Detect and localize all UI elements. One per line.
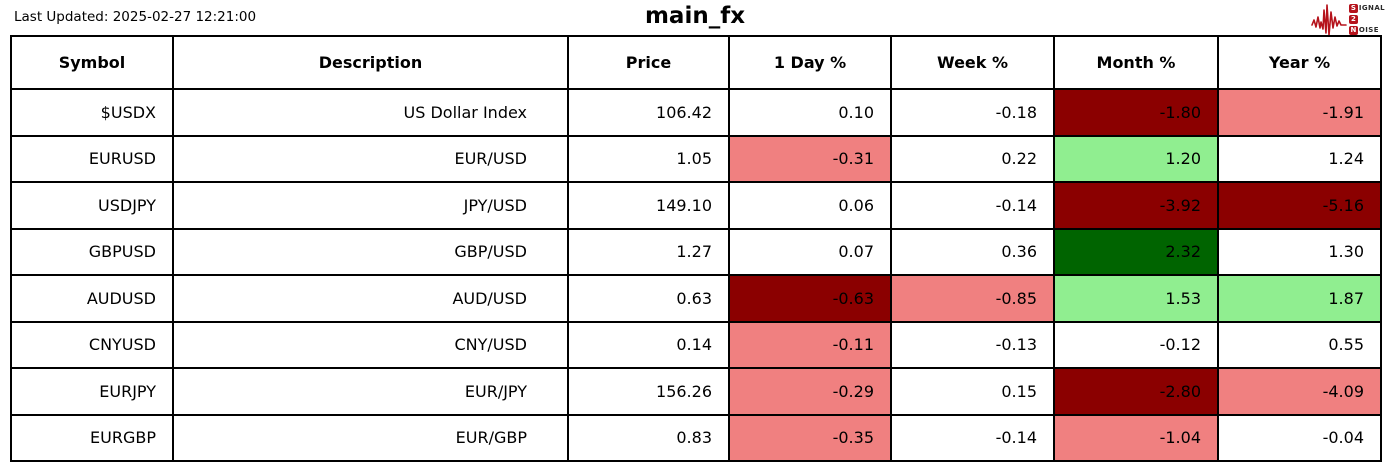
logo-badge-2: 2	[1348, 14, 1358, 24]
price-cell: 1.27	[567, 227, 730, 276]
change-cell: 2.32	[1053, 227, 1219, 276]
change-cell: -0.04	[1217, 413, 1382, 462]
change-cell: 0.15	[890, 367, 1055, 416]
logo-badge-s: S	[1348, 3, 1358, 13]
column-header-year: Year %	[1217, 35, 1382, 90]
last-updated-label: Last Updated: 2025-02-27 12:21:00	[14, 9, 257, 25]
description-cell: EUR/GBP	[172, 413, 569, 462]
price-cell: 106.42	[567, 88, 730, 137]
description-cell: EUR/JPY	[172, 367, 569, 416]
signal2noise-logo: S IGNAL 2 N OISE	[1311, 2, 1385, 36]
logo-line-2: 2	[1348, 14, 1385, 25]
table-row: CNYUSD CNY/USD 0.14 -0.11 -0.13 -0.12 0.55	[10, 320, 1382, 369]
change-cell: -5.16	[1217, 181, 1382, 230]
change-cell: -2.80	[1053, 367, 1219, 416]
symbol-cell: GBPUSD	[10, 227, 174, 276]
price-cell: 0.83	[567, 413, 730, 462]
symbol-cell: EURUSD	[10, 134, 174, 183]
column-header-symbol: Symbol	[10, 35, 174, 90]
change-cell: -0.35	[728, 413, 892, 462]
table-row: EURUSD EUR/USD 1.05 -0.31 0.22 1.20 1.24	[10, 134, 1382, 183]
change-cell: -0.12	[1053, 320, 1219, 369]
description-cell: CNY/USD	[172, 320, 569, 369]
column-header-week: Week %	[890, 35, 1055, 90]
table-row: AUDUSD AUD/USD 0.63 -0.63 -0.85 1.53 1.87	[10, 274, 1382, 323]
price-cell: 0.63	[567, 274, 730, 323]
description-cell: AUD/USD	[172, 274, 569, 323]
symbol-cell: EURGBP	[10, 413, 174, 462]
symbol-cell: $USDX	[10, 88, 174, 137]
change-cell: -1.80	[1053, 88, 1219, 137]
logo-line-noise: N OISE	[1348, 25, 1385, 36]
change-cell: -0.14	[890, 413, 1055, 462]
change-cell: -0.13	[890, 320, 1055, 369]
change-cell: -0.29	[728, 367, 892, 416]
change-cell: 0.06	[728, 181, 892, 230]
table-row: USDJPY JPY/USD 149.10 0.06 -0.14 -3.92 -5.16	[10, 181, 1382, 230]
change-cell: -3.92	[1053, 181, 1219, 230]
price-cell: 149.10	[567, 181, 730, 230]
change-cell: 0.22	[890, 134, 1055, 183]
logo-text: S IGNAL 2 N OISE	[1348, 3, 1385, 36]
fx-table: Symbol Description Price 1 Day % Week % Month…	[10, 35, 1382, 462]
change-cell: 0.07	[728, 227, 892, 276]
symbol-cell: CNYUSD	[10, 320, 174, 369]
change-cell: -4.09	[1217, 367, 1382, 416]
price-cell: 0.14	[567, 320, 730, 369]
description-cell: JPY/USD	[172, 181, 569, 230]
column-header-month: Month %	[1053, 35, 1219, 90]
fx-table-body: $USDX US Dollar Index 106.42 0.10 -0.18 -1.80…	[10, 88, 1382, 462]
top-bar: Last Updated: 2025-02-27 12:21:00 main_f…	[0, 0, 1390, 36]
page-title: main_fx	[644, 3, 746, 29]
change-cell: 0.55	[1217, 320, 1382, 369]
change-cell: -0.85	[890, 274, 1055, 323]
logo-line-signal: S IGNAL	[1348, 3, 1385, 14]
description-cell: EUR/USD	[172, 134, 569, 183]
table-row: EURJPY EUR/JPY 156.26 -0.29 0.15 -2.80 -4.09	[10, 367, 1382, 416]
symbol-cell: AUDUSD	[10, 274, 174, 323]
change-cell: 0.10	[728, 88, 892, 137]
change-cell: 1.87	[1217, 274, 1382, 323]
symbol-cell: EURJPY	[10, 367, 174, 416]
column-header-price: Price	[567, 35, 730, 90]
change-cell: 1.30	[1217, 227, 1382, 276]
price-cell: 156.26	[567, 367, 730, 416]
table-header-row: Symbol Description Price 1 Day % Week % Month…	[10, 35, 1382, 90]
table-row: $USDX US Dollar Index 106.42 0.10 -0.18 -1.80…	[10, 88, 1382, 137]
change-cell: 0.36	[890, 227, 1055, 276]
table-row: EURGBP EUR/GBP 0.83 -0.35 -0.14 -1.04 -0.04	[10, 413, 1382, 462]
column-header-1-day: 1 Day %	[728, 35, 892, 90]
change-cell: -1.04	[1053, 413, 1219, 462]
logo-rest-ignal: IGNAL	[1358, 4, 1385, 12]
table-row: GBPUSD GBP/USD 1.27 0.07 0.36 2.32 1.30	[10, 227, 1382, 276]
description-cell: GBP/USD	[172, 227, 569, 276]
waveform-icon	[1311, 4, 1347, 36]
change-cell: -0.14	[890, 181, 1055, 230]
price-cell: 1.05	[567, 134, 730, 183]
description-cell: US Dollar Index	[172, 88, 569, 137]
change-cell: -1.91	[1217, 88, 1382, 137]
symbol-cell: USDJPY	[10, 181, 174, 230]
logo-badge-n: N	[1348, 25, 1358, 35]
change-cell: 1.24	[1217, 134, 1382, 183]
change-cell: 1.53	[1053, 274, 1219, 323]
change-cell: -0.18	[890, 88, 1055, 137]
change-cell: -0.31	[728, 134, 892, 183]
column-header-description: Description	[172, 35, 569, 90]
logo-rest-oise: OISE	[1358, 26, 1379, 34]
change-cell: -0.63	[728, 274, 892, 323]
change-cell: -0.11	[728, 320, 892, 369]
change-cell: 1.20	[1053, 134, 1219, 183]
